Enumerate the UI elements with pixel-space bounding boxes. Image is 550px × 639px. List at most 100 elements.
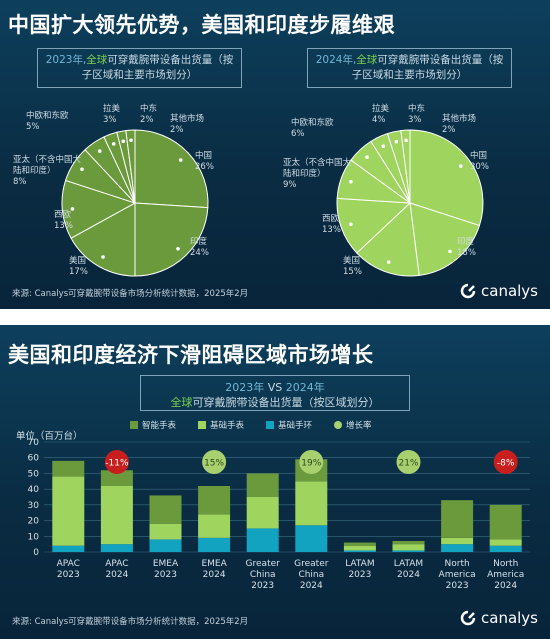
growth-label-1: 15% <box>204 459 224 469</box>
bar-basic-watch-0 <box>52 476 85 546</box>
pie2-slice-8 <box>400 129 411 204</box>
bar-basic-watch-3 <box>198 514 231 538</box>
bar-smartwatch-4 <box>246 473 279 497</box>
pie2-label-mideast: 中东 3% <box>408 104 426 125</box>
pie1-label-india: 印度 24% <box>190 237 209 258</box>
x-tick-label: LATAM 2023 <box>345 559 374 580</box>
pie1-label-usa: 美国 17% <box>69 256 88 277</box>
pie1-label-west-europe: 西欧 13% <box>54 210 73 231</box>
pie2-label-apac: 亚太（不含中国大 陆和印度） 9% <box>283 158 352 190</box>
x-tick-label: LATAM 2024 <box>394 559 423 580</box>
pie2-label-other: 其他市场 2% <box>442 114 477 135</box>
x-tick-label: EMEA 2023 <box>153 559 179 580</box>
pie1-slice-0 <box>134 129 209 209</box>
panel2-source: 来源: Canalys可穿戴腕带设备市场分析统计数据，2025年2月 <box>12 617 249 627</box>
pie1-label-mideast: 中东 2% <box>140 104 158 125</box>
x-tick-label: North America 2023 <box>439 559 476 591</box>
canalys-mark-icon <box>460 610 476 626</box>
y-tick-label: 60 <box>28 454 40 464</box>
pie1-slice-1 <box>134 202 209 277</box>
growth-label-0: -11% <box>105 459 129 469</box>
y-tick-label: 0 <box>33 548 39 558</box>
bar-basic-watch-2 <box>149 523 182 540</box>
bar-basic-watch-1 <box>100 486 133 545</box>
growth-label-4: -8% <box>497 459 515 469</box>
pie2-slice-1 <box>409 202 481 276</box>
x-tick-label: APAC 2023 <box>57 559 80 580</box>
pie1-dot-6 <box>111 142 116 146</box>
panel1-title: 中国扩大领先优势，美国和印度步履维艰 <box>8 13 395 37</box>
y-tick-label: 40 <box>28 485 40 495</box>
legend-swatch-growth <box>334 421 343 429</box>
pie2-dot-8 <box>404 138 408 143</box>
pie2-label-india: 印度 18% <box>457 237 476 258</box>
pie1-title: 2023年,全球可穿戴腕带设备出货量（按子区域和主要市场划分） <box>37 48 242 88</box>
x-tick-label: North America 2024 <box>487 559 524 591</box>
pie1-dot-7 <box>121 139 126 144</box>
pie2-dot-5 <box>365 155 369 160</box>
panel-pie-charts: 中国扩大领先优势，美国和印度步履维艰 2023年,全球可穿戴腕带设备出货量（按子… <box>0 0 550 309</box>
canalys-logo: canalys <box>460 282 538 300</box>
stacked-bar-chart: 0 10 20 30 40 50 60 70 APAC 2023 APAC 2024 EMEA 2023 E… <box>28 438 530 591</box>
bar-basic-band-0 <box>52 545 85 552</box>
y-tick-label: 70 <box>28 438 40 448</box>
legend-swatch-smartwatch <box>130 421 138 429</box>
bar-basic-watch-8 <box>441 537 474 545</box>
bar-basic-band-8 <box>441 544 474 552</box>
pie2-title: 2024年,全球可穿戴腕带设备出货量（按子区域和主要市场划分） <box>307 48 512 88</box>
pie1-dot-2 <box>101 255 105 259</box>
bar-chart-title: 2023年 VS 2024年 全球可穿戴腕带设备出货量（按区域划分） <box>140 375 410 411</box>
growth-badge-4 <box>493 450 518 474</box>
y-tick-label: 30 <box>28 501 40 511</box>
pie-chart-2023 <box>60 128 210 282</box>
y-tick-label: 50 <box>28 469 40 479</box>
pie2-label-usa: 美国 15% <box>343 256 362 277</box>
bar-basic-band-3 <box>198 537 231 552</box>
pie2-slice-2 <box>356 201 420 277</box>
x-tick-label: Greater China 2023 <box>246 559 281 591</box>
panel-bar-chart: 美国和印度经济下滑阻碍区域市场增长 2023年 VS 2024年 全球可穿戴腕带… <box>0 325 550 639</box>
pie1-label-other: 其他市场 2% <box>170 114 205 135</box>
pie1-slice-8 <box>125 129 136 204</box>
bar-smartwatch-1 <box>100 470 133 486</box>
bar-smartwatch-8 <box>441 500 474 538</box>
pie1-label-cee: 中欧和东欧 5% <box>26 111 69 132</box>
pie2-dot-6 <box>381 144 386 148</box>
bar-basic-watch-5 <box>295 481 328 526</box>
pie1-dot-0 <box>178 158 183 162</box>
bar-smartwatch-9 <box>489 504 522 540</box>
bar-basic-band-2 <box>149 539 182 552</box>
bar-smartwatch-7 <box>392 541 425 545</box>
pie1-slice-3 <box>61 179 137 239</box>
bar-basic-watch-7 <box>392 544 425 551</box>
canalys-mark-icon <box>460 283 476 299</box>
bar-basic-watch-4 <box>246 497 279 529</box>
bar-smartwatch-0 <box>52 460 85 477</box>
pie2-label-latam: 拉美 4% <box>372 104 390 125</box>
legend-basic-band: 基础手环 <box>266 419 312 431</box>
pie1-label-latam: 拉美 3% <box>103 104 121 125</box>
bar-basic-band-9 <box>489 545 522 552</box>
growth-badge-0 <box>104 450 129 474</box>
pie2-dot-4 <box>349 179 353 184</box>
x-tick-label: Greater China 2024 <box>294 559 329 591</box>
growth-badge-2 <box>299 450 324 474</box>
pie-chart-2024 <box>335 128 485 282</box>
panel1-source: 来源: Canalys可穿戴腕带设备市场分析统计数据，2025年2月 <box>12 289 249 299</box>
bar-legend: 智能手表 基础手表 基础手环 增长率 <box>130 419 372 431</box>
pie1-label-china: 中国 26% <box>195 151 214 172</box>
bar-smartwatch-2 <box>149 495 182 524</box>
legend-swatch-basic-watch <box>198 421 207 429</box>
bar-basic-band-6 <box>343 550 376 552</box>
y-tick-label: 10 <box>28 532 40 542</box>
pie2-slice-0 <box>409 129 484 227</box>
pie2-dot-2 <box>386 260 391 264</box>
bar-basic-watch-6 <box>343 545 376 551</box>
pie2-label-cee: 中欧和东欧 6% <box>291 118 334 139</box>
bar-basic-watch-9 <box>489 539 522 546</box>
growth-badge-3 <box>396 450 421 474</box>
pie2-dot-7 <box>394 139 399 144</box>
pie1-dot-4 <box>80 167 84 172</box>
canalys-logo-2: canalys <box>460 609 538 627</box>
bar-basic-band-4 <box>246 528 279 552</box>
